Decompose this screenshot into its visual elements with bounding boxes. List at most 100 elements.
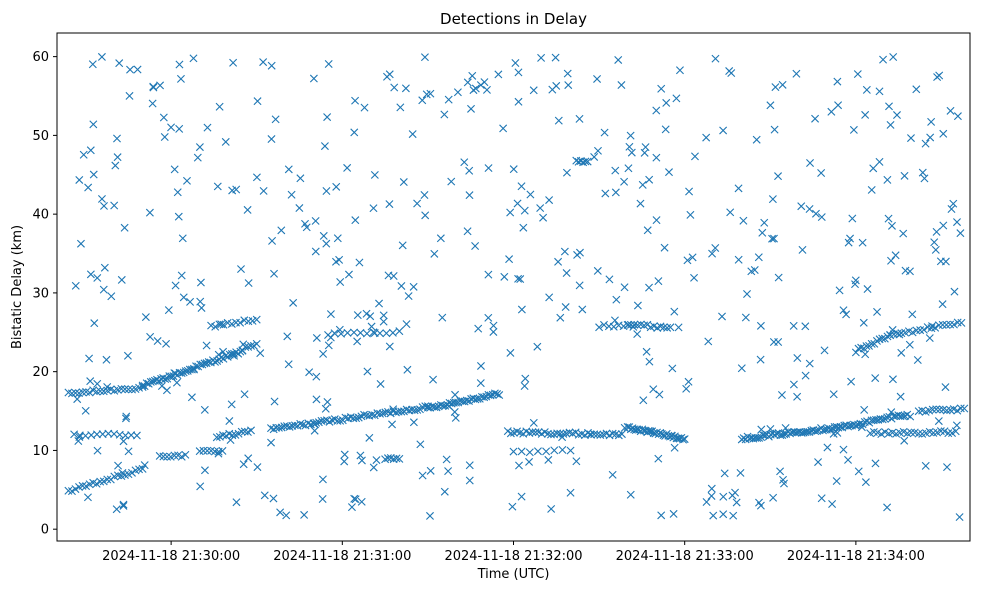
detection-marker — [547, 504, 556, 513]
detection-marker — [623, 320, 632, 329]
detection-marker — [614, 55, 623, 64]
detection-marker — [736, 468, 745, 477]
detection-marker — [531, 428, 540, 437]
detection-marker — [611, 188, 620, 197]
detection-marker — [237, 265, 245, 274]
detection-marker — [611, 166, 620, 175]
detection-marker — [575, 281, 584, 290]
detection-marker — [318, 495, 327, 503]
detection-marker — [932, 227, 941, 236]
detection-marker — [178, 234, 187, 243]
detection-marker — [842, 310, 851, 319]
detection-marker — [471, 242, 480, 250]
detection-marker — [416, 440, 425, 449]
detection-marker — [385, 342, 394, 351]
detection-marker — [511, 59, 520, 67]
detection-marker — [474, 324, 483, 333]
detection-marker — [817, 169, 826, 177]
detection-marker — [520, 382, 529, 390]
detection-marker — [232, 498, 241, 507]
detection-marker — [347, 503, 356, 512]
detection-marker — [274, 423, 283, 432]
detection-marker — [806, 158, 815, 167]
detection-marker — [179, 293, 188, 302]
y-axis: 0 10 20 30 40 50 60 — [32, 50, 57, 538]
detection-marker — [554, 257, 563, 266]
detection-marker — [385, 200, 394, 209]
detection-marker — [84, 183, 93, 192]
detection-marker — [252, 173, 261, 182]
detection-marker — [473, 394, 482, 403]
detection-marker — [426, 466, 435, 475]
detection-marker — [357, 497, 366, 506]
detection-marker — [277, 423, 286, 432]
detection-marker — [747, 434, 756, 442]
detection-marker — [801, 371, 810, 380]
detection-marker — [645, 283, 654, 292]
detection-marker — [240, 427, 249, 436]
detection-marker — [78, 481, 87, 490]
detection-marker — [343, 163, 352, 172]
detection-marker — [213, 182, 222, 191]
detection-marker — [554, 116, 563, 125]
detection-marker — [259, 186, 268, 195]
detection-marker — [539, 213, 548, 222]
detection-marker — [878, 415, 887, 424]
detection-marker — [126, 65, 135, 74]
detection-marker — [176, 74, 185, 83]
detection-marker — [189, 54, 198, 63]
detection-marker — [447, 177, 456, 186]
detection-marker — [887, 408, 896, 417]
detection-marker — [956, 229, 965, 238]
detection-marker — [283, 332, 292, 341]
detection-marker — [365, 433, 374, 442]
detection-marker — [471, 84, 480, 93]
detection-marker — [236, 318, 245, 327]
detection-marker — [228, 431, 237, 440]
detection-marker — [708, 249, 717, 258]
detection-marker — [950, 287, 959, 296]
detection-marker — [828, 500, 837, 508]
detection-marker — [645, 175, 654, 184]
detection-marker — [312, 333, 321, 342]
detection-marker — [125, 91, 134, 100]
detection-marker — [401, 84, 410, 93]
detection-marker — [253, 463, 262, 472]
detection-marker — [704, 337, 713, 346]
detection-marker — [86, 146, 95, 155]
detection-marker — [392, 454, 401, 463]
detection-marker — [553, 429, 562, 438]
detection-marker — [741, 313, 750, 322]
detection-marker — [177, 452, 186, 461]
detection-marker — [702, 498, 711, 506]
detection-marker — [566, 488, 575, 497]
detection-marker — [357, 456, 366, 465]
detection-marker — [71, 485, 80, 494]
detection-marker — [333, 234, 342, 243]
detection-marker — [957, 318, 966, 327]
detection-marker — [934, 321, 943, 330]
detection-marker — [905, 267, 914, 276]
detection-marker — [351, 96, 360, 105]
detection-marker — [403, 365, 412, 374]
detection-marker — [575, 114, 584, 123]
detection-marker — [514, 97, 523, 106]
detection-marker — [302, 223, 311, 232]
detection-marker — [355, 258, 364, 267]
detection-marker — [921, 139, 930, 148]
detection-marker — [686, 210, 695, 219]
detection-marker — [119, 500, 128, 509]
detection-marker — [452, 398, 460, 407]
detection-marker — [756, 501, 765, 510]
detection-marker — [734, 184, 743, 193]
detection-marker — [219, 320, 228, 329]
detection-marker — [525, 448, 534, 457]
detection-marker — [85, 388, 94, 397]
detection-marker — [601, 189, 610, 198]
detection-marker — [102, 355, 111, 364]
detection-marker — [625, 142, 634, 151]
detection-marker — [933, 73, 942, 82]
detection-marker — [153, 337, 162, 346]
x-tick-label: 2024-11-18 21:33:00 — [616, 549, 754, 564]
detection-marker — [282, 511, 291, 520]
